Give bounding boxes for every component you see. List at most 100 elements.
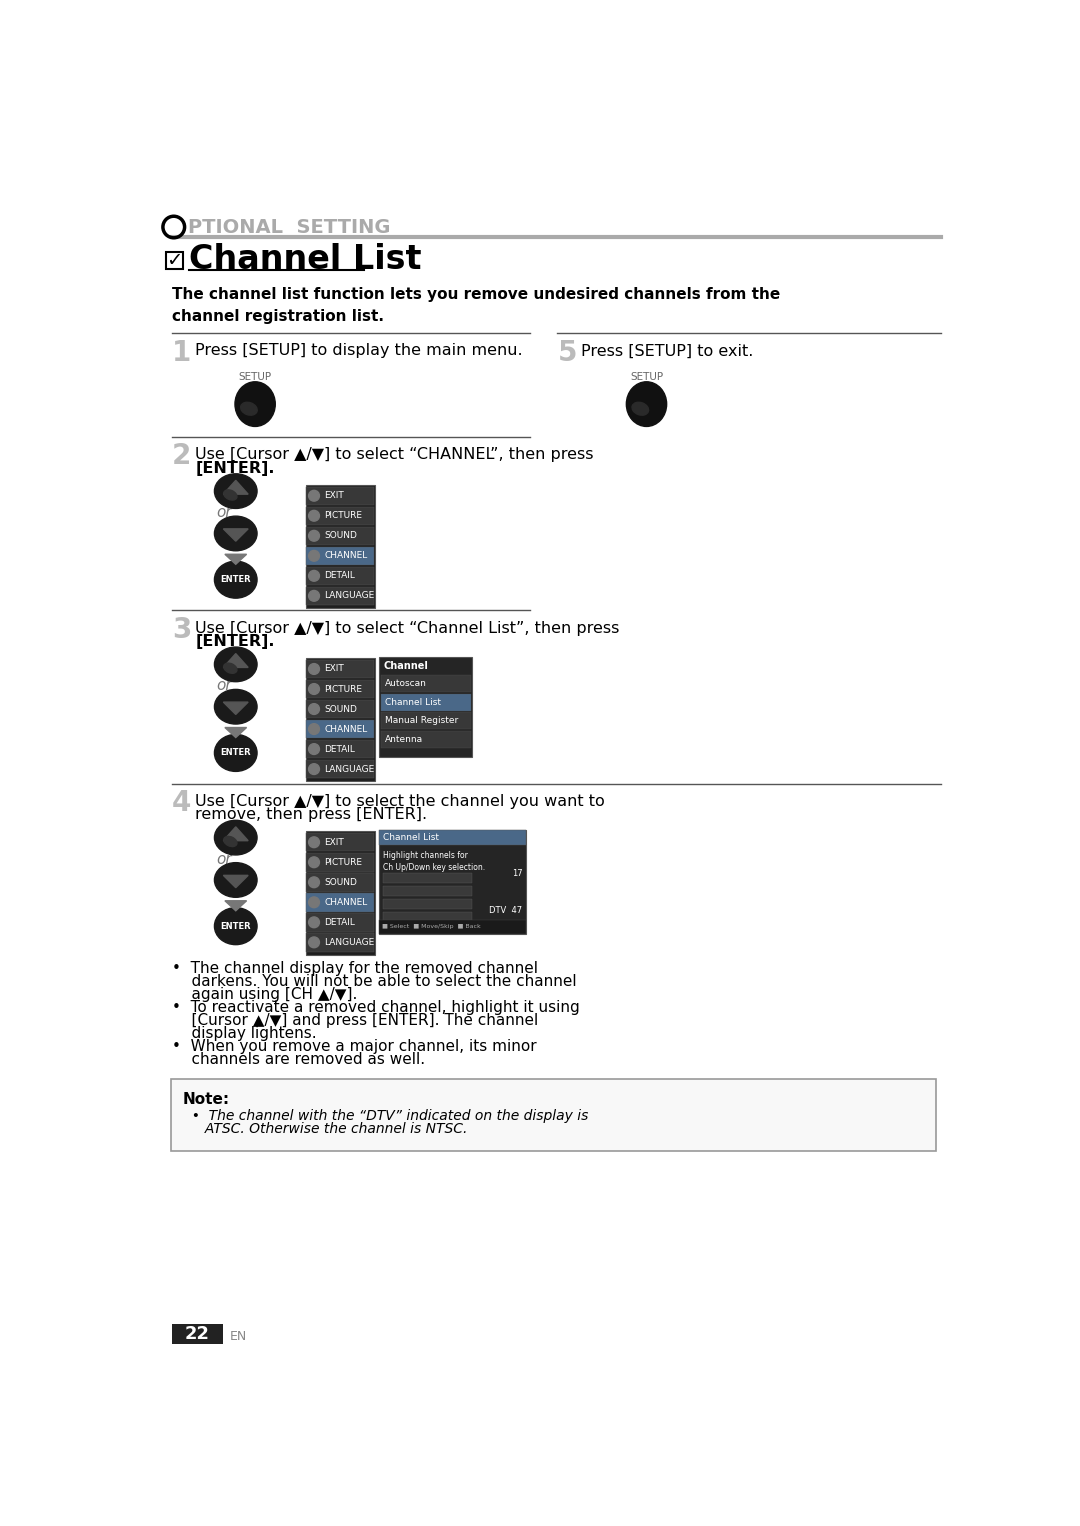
Polygon shape <box>224 827 248 841</box>
Ellipse shape <box>626 382 666 426</box>
Ellipse shape <box>224 664 237 673</box>
Circle shape <box>309 591 320 601</box>
Text: Channel List: Channel List <box>189 243 422 276</box>
FancyBboxPatch shape <box>307 932 375 952</box>
Text: 4: 4 <box>172 789 191 816</box>
FancyBboxPatch shape <box>380 713 471 729</box>
Circle shape <box>309 664 320 674</box>
Circle shape <box>309 703 320 714</box>
Text: PTIONAL  SETTING: PTIONAL SETTING <box>188 218 390 237</box>
Ellipse shape <box>215 908 257 945</box>
FancyBboxPatch shape <box>307 526 375 545</box>
Circle shape <box>309 684 320 694</box>
FancyBboxPatch shape <box>379 656 472 757</box>
Text: Channel List: Channel List <box>383 833 438 842</box>
Circle shape <box>309 836 320 847</box>
Text: PICTURE: PICTURE <box>324 685 362 693</box>
Text: 22: 22 <box>185 1325 210 1343</box>
FancyBboxPatch shape <box>306 485 375 609</box>
Text: ENTER: ENTER <box>220 748 251 757</box>
Text: [Cursor ▲/▼] and press [ENTER]. The channel: [Cursor ▲/▼] and press [ENTER]. The chan… <box>172 1013 539 1029</box>
Polygon shape <box>224 481 248 494</box>
Text: PICTURE: PICTURE <box>324 858 362 867</box>
Text: SOUND: SOUND <box>324 877 357 887</box>
Text: Use [Cursor ▲/▼] to select “CHANNEL”, then press: Use [Cursor ▲/▼] to select “CHANNEL”, th… <box>195 447 594 462</box>
FancyBboxPatch shape <box>306 658 375 781</box>
FancyBboxPatch shape <box>307 913 375 931</box>
FancyBboxPatch shape <box>166 252 183 270</box>
Text: ENTER: ENTER <box>220 575 251 584</box>
FancyBboxPatch shape <box>383 887 472 896</box>
Text: [ENTER].: [ENTER]. <box>195 633 275 649</box>
FancyBboxPatch shape <box>307 853 375 871</box>
Ellipse shape <box>241 403 257 415</box>
Ellipse shape <box>215 821 257 855</box>
Polygon shape <box>224 530 248 542</box>
FancyBboxPatch shape <box>379 830 526 845</box>
Circle shape <box>309 858 320 868</box>
Text: SOUND: SOUND <box>324 531 357 540</box>
FancyBboxPatch shape <box>307 893 375 911</box>
Text: EXIT: EXIT <box>324 838 343 847</box>
Circle shape <box>309 531 320 542</box>
Ellipse shape <box>632 403 649 415</box>
Text: Use [Cursor ▲/▼] to select “Channel List”, then press: Use [Cursor ▲/▼] to select “Channel List… <box>195 621 620 636</box>
FancyBboxPatch shape <box>380 731 471 748</box>
Text: DETAIL: DETAIL <box>324 917 355 926</box>
FancyBboxPatch shape <box>379 830 526 934</box>
Text: EXIT: EXIT <box>324 664 343 673</box>
Text: 1: 1 <box>172 339 191 366</box>
FancyBboxPatch shape <box>172 1325 222 1344</box>
Text: SETUP: SETUP <box>239 372 272 382</box>
Circle shape <box>309 763 320 775</box>
Text: 5: 5 <box>557 339 577 366</box>
Ellipse shape <box>215 862 257 897</box>
Circle shape <box>309 723 320 734</box>
Text: 3: 3 <box>172 615 191 644</box>
Text: SETUP: SETUP <box>630 372 663 382</box>
Text: EXIT: EXIT <box>324 491 343 501</box>
Polygon shape <box>224 876 248 888</box>
Text: 17: 17 <box>512 868 523 877</box>
FancyBboxPatch shape <box>307 507 375 525</box>
FancyBboxPatch shape <box>307 740 375 758</box>
Text: •  When you remove a major channel, its minor: • When you remove a major channel, its m… <box>172 1039 537 1054</box>
FancyBboxPatch shape <box>307 700 375 719</box>
FancyBboxPatch shape <box>307 720 375 739</box>
Text: LANGUAGE: LANGUAGE <box>324 938 375 946</box>
FancyBboxPatch shape <box>383 899 472 909</box>
FancyBboxPatch shape <box>307 566 375 584</box>
FancyBboxPatch shape <box>171 1079 936 1151</box>
Circle shape <box>309 551 320 562</box>
Ellipse shape <box>215 690 257 723</box>
Circle shape <box>309 510 320 522</box>
FancyBboxPatch shape <box>307 760 375 778</box>
Text: again using [CH ▲/▼].: again using [CH ▲/▼]. <box>172 987 357 1003</box>
FancyBboxPatch shape <box>380 694 471 711</box>
Text: or: or <box>216 679 232 693</box>
Text: Use [Cursor ▲/▼] to select the channel you want to: Use [Cursor ▲/▼] to select the channel y… <box>195 794 605 809</box>
Text: Press [SETUP] to display the main menu.: Press [SETUP] to display the main menu. <box>195 343 523 359</box>
Text: Manual Register: Manual Register <box>384 716 458 725</box>
Circle shape <box>309 571 320 581</box>
FancyBboxPatch shape <box>307 487 375 505</box>
Circle shape <box>309 897 320 908</box>
Ellipse shape <box>215 734 257 772</box>
Text: ENTER: ENTER <box>220 922 251 931</box>
Text: DETAIL: DETAIL <box>324 571 355 580</box>
Text: ■ Select  ■ Move/Skip  ■ Back: ■ Select ■ Move/Skip ■ Back <box>382 925 481 929</box>
Text: •  The channel with the “DTV” indicated on the display is: • The channel with the “DTV” indicated o… <box>183 1109 589 1123</box>
Text: remove, then press [ENTER].: remove, then press [ENTER]. <box>195 807 428 823</box>
Polygon shape <box>224 653 248 667</box>
Text: darkens. You will not be able to select the channel: darkens. You will not be able to select … <box>172 974 577 989</box>
Circle shape <box>309 917 320 928</box>
Text: 2: 2 <box>172 443 191 470</box>
FancyBboxPatch shape <box>307 659 375 678</box>
FancyBboxPatch shape <box>383 913 472 922</box>
Text: CHANNEL: CHANNEL <box>324 897 367 906</box>
Circle shape <box>309 937 320 948</box>
Text: Note:: Note: <box>183 1091 230 1106</box>
Circle shape <box>309 743 320 754</box>
Text: LANGUAGE: LANGUAGE <box>324 765 375 774</box>
Text: Antenna: Antenna <box>384 734 422 743</box>
